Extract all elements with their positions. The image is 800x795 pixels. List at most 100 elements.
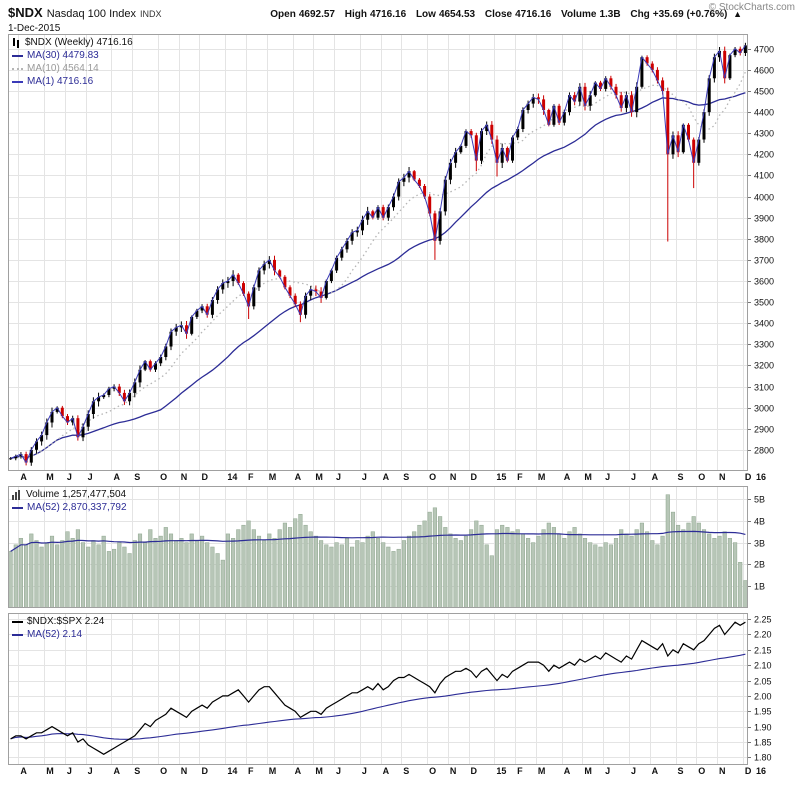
x-axis-label: S — [677, 766, 684, 776]
x-axis-label: A — [382, 766, 390, 776]
volume-series-label: Volume 1,257,477,504 — [26, 489, 127, 500]
x-axis-label: O — [429, 766, 437, 776]
x-axis-label: M — [46, 472, 54, 482]
y-axis-label: 4200 — [754, 150, 774, 160]
ma1-swatch — [12, 80, 23, 83]
x-axis-label: M — [537, 472, 546, 482]
x-axis-label: N — [718, 766, 726, 776]
quote-summary: Open 4692.57 High 4716.16 Low 4654.53 Close… — [263, 9, 742, 20]
x-axis-label: D — [470, 472, 478, 482]
x-axis-label: J — [336, 472, 342, 482]
ratio-chart: 1.80 1.85 1.90 1.95 2.00 2.05 2.10 2.15 2.20 2.25 — [8, 613, 772, 765]
copyright: © StockCharts.com — [708, 2, 795, 13]
y-axis-label: 5B — [754, 495, 765, 505]
x-axis-label: 15 — [496, 766, 507, 776]
volume-panel: 1B 2B 3B 4B 5B Volume 1,257,477,504 MA(52) 2… — [8, 486, 800, 608]
y-axis-label: 3800 — [754, 235, 774, 245]
ma30-line — [10, 92, 746, 459]
x-axis-label: F — [517, 766, 523, 776]
x-axis-label: J — [66, 472, 72, 482]
y-axis-label: 4600 — [754, 66, 774, 76]
ratio-ma-swatch — [12, 633, 23, 636]
x-axis-label: M — [268, 766, 277, 776]
ratio-swatch — [12, 620, 23, 623]
quote-high: High 4716.16 — [344, 9, 407, 20]
y-axis-label: 4B — [754, 517, 765, 527]
price-legend: $NDX (Weekly) 4716.16 MA(30) 4479.83 MA(… — [12, 36, 133, 88]
ratio-line — [10, 621, 746, 756]
quote-change: Chg +35.69 (+0.76%) — [630, 9, 728, 20]
x-axis-label: A — [294, 766, 302, 776]
y-axis-label: 3600 — [754, 277, 774, 287]
y-axis-label: 2.15 — [754, 646, 772, 656]
x-axis-label: M — [315, 766, 323, 776]
x-axis-label: M — [584, 472, 592, 482]
y-axis-label: 3900 — [754, 214, 774, 224]
price-series-label: $NDX (Weekly) 4716.16 — [25, 37, 133, 48]
y-axis-label: 3500 — [754, 298, 774, 308]
x-axis-label: J — [336, 766, 342, 776]
x-axis-label: F — [517, 472, 523, 482]
x-axis-label: 15 — [496, 472, 507, 482]
x-axis-label: O — [698, 766, 706, 776]
x-axis-label: D — [201, 472, 208, 482]
ratio-series-label: $NDX:$SPX 2.24 — [27, 616, 105, 627]
y-axis-label: 2.05 — [754, 677, 772, 687]
candlestick-icon — [12, 37, 21, 48]
x-axis-label: A — [651, 472, 659, 482]
y-axis-label: 2800 — [754, 446, 774, 456]
x-axis-label: D — [744, 472, 752, 482]
ma10-line — [10, 71, 746, 459]
ratio-ma-label: MA(52) 2.14 — [27, 629, 83, 640]
x-axis-label: J — [630, 766, 636, 776]
x-axis-label: 16 — [756, 472, 767, 482]
volume-ma-label: MA(52) 2,870,337,792 — [27, 502, 127, 513]
x-axis-label: J — [87, 766, 93, 776]
ma30-label: MA(30) 4479.83 — [27, 50, 99, 61]
x-axis-label: S — [403, 472, 410, 482]
index-name: Nasdaq 100 Index — [46, 8, 136, 20]
y-axis-label: 3000 — [754, 404, 774, 414]
symbol: $NDX — [8, 5, 43, 20]
x-axis-label: A — [651, 766, 659, 776]
x-axis-label: A — [20, 472, 27, 482]
y-axis-label: 4500 — [754, 87, 774, 97]
x-axis-label: D — [744, 766, 752, 776]
x-axis-label: D — [201, 766, 208, 776]
ratio-ma52-line — [10, 653, 746, 740]
up-arrow-icon: ▲ — [733, 9, 742, 19]
quote-low: Low 4654.53 — [415, 9, 476, 20]
x-axis-label: J — [630, 472, 636, 482]
x-axis-label: 16 — [756, 766, 767, 776]
chart-date: 1-Dec-2015 — [8, 23, 61, 34]
x-axis-label: O — [698, 472, 706, 482]
ma1-close-line — [10, 45, 746, 464]
x-axis-label: J — [87, 472, 93, 482]
x-axis-label: M — [315, 472, 323, 482]
price-panel: 2800 2900 3000 3100 3200 3300 3400 3500 3600 3700… — [8, 34, 800, 471]
y-axis-label: 4300 — [754, 129, 774, 139]
x-axis-label: A — [113, 472, 120, 482]
volume-chart: 1B 2B 3B 4B 5B — [8, 486, 765, 608]
volume-bars — [8, 494, 748, 608]
x-axis-label: N — [180, 472, 188, 482]
x-axis-label: M — [584, 766, 592, 776]
x-axis-label: A — [563, 472, 571, 482]
x-axis-label: M — [46, 766, 54, 776]
x-axis-label: A — [563, 766, 571, 776]
x-axis-label: S — [403, 766, 410, 776]
x-axis-label: N — [449, 766, 457, 776]
quote-close: Close 4716.16 — [484, 9, 552, 20]
y-axis-label: 4000 — [754, 193, 774, 203]
y-axis-label: 2.00 — [754, 692, 772, 702]
quote-volume: Volume 1.3B — [561, 9, 621, 20]
y-axis-label: 3300 — [754, 340, 774, 350]
ratio-x-axis: A M J J A S O N D 14 F M A M J J A S O N D 15 F M A M J J A S O N D 16 — [0, 765, 800, 778]
ma10-swatch — [12, 67, 23, 70]
x-axis-label: N — [180, 766, 188, 776]
ma1-label: MA(1) 4716.16 — [27, 76, 94, 87]
x-axis-label: A — [382, 472, 390, 482]
chart-title: $NDX Nasdaq 100 Index INDX — [8, 4, 162, 22]
x-axis-label: N — [718, 472, 726, 482]
